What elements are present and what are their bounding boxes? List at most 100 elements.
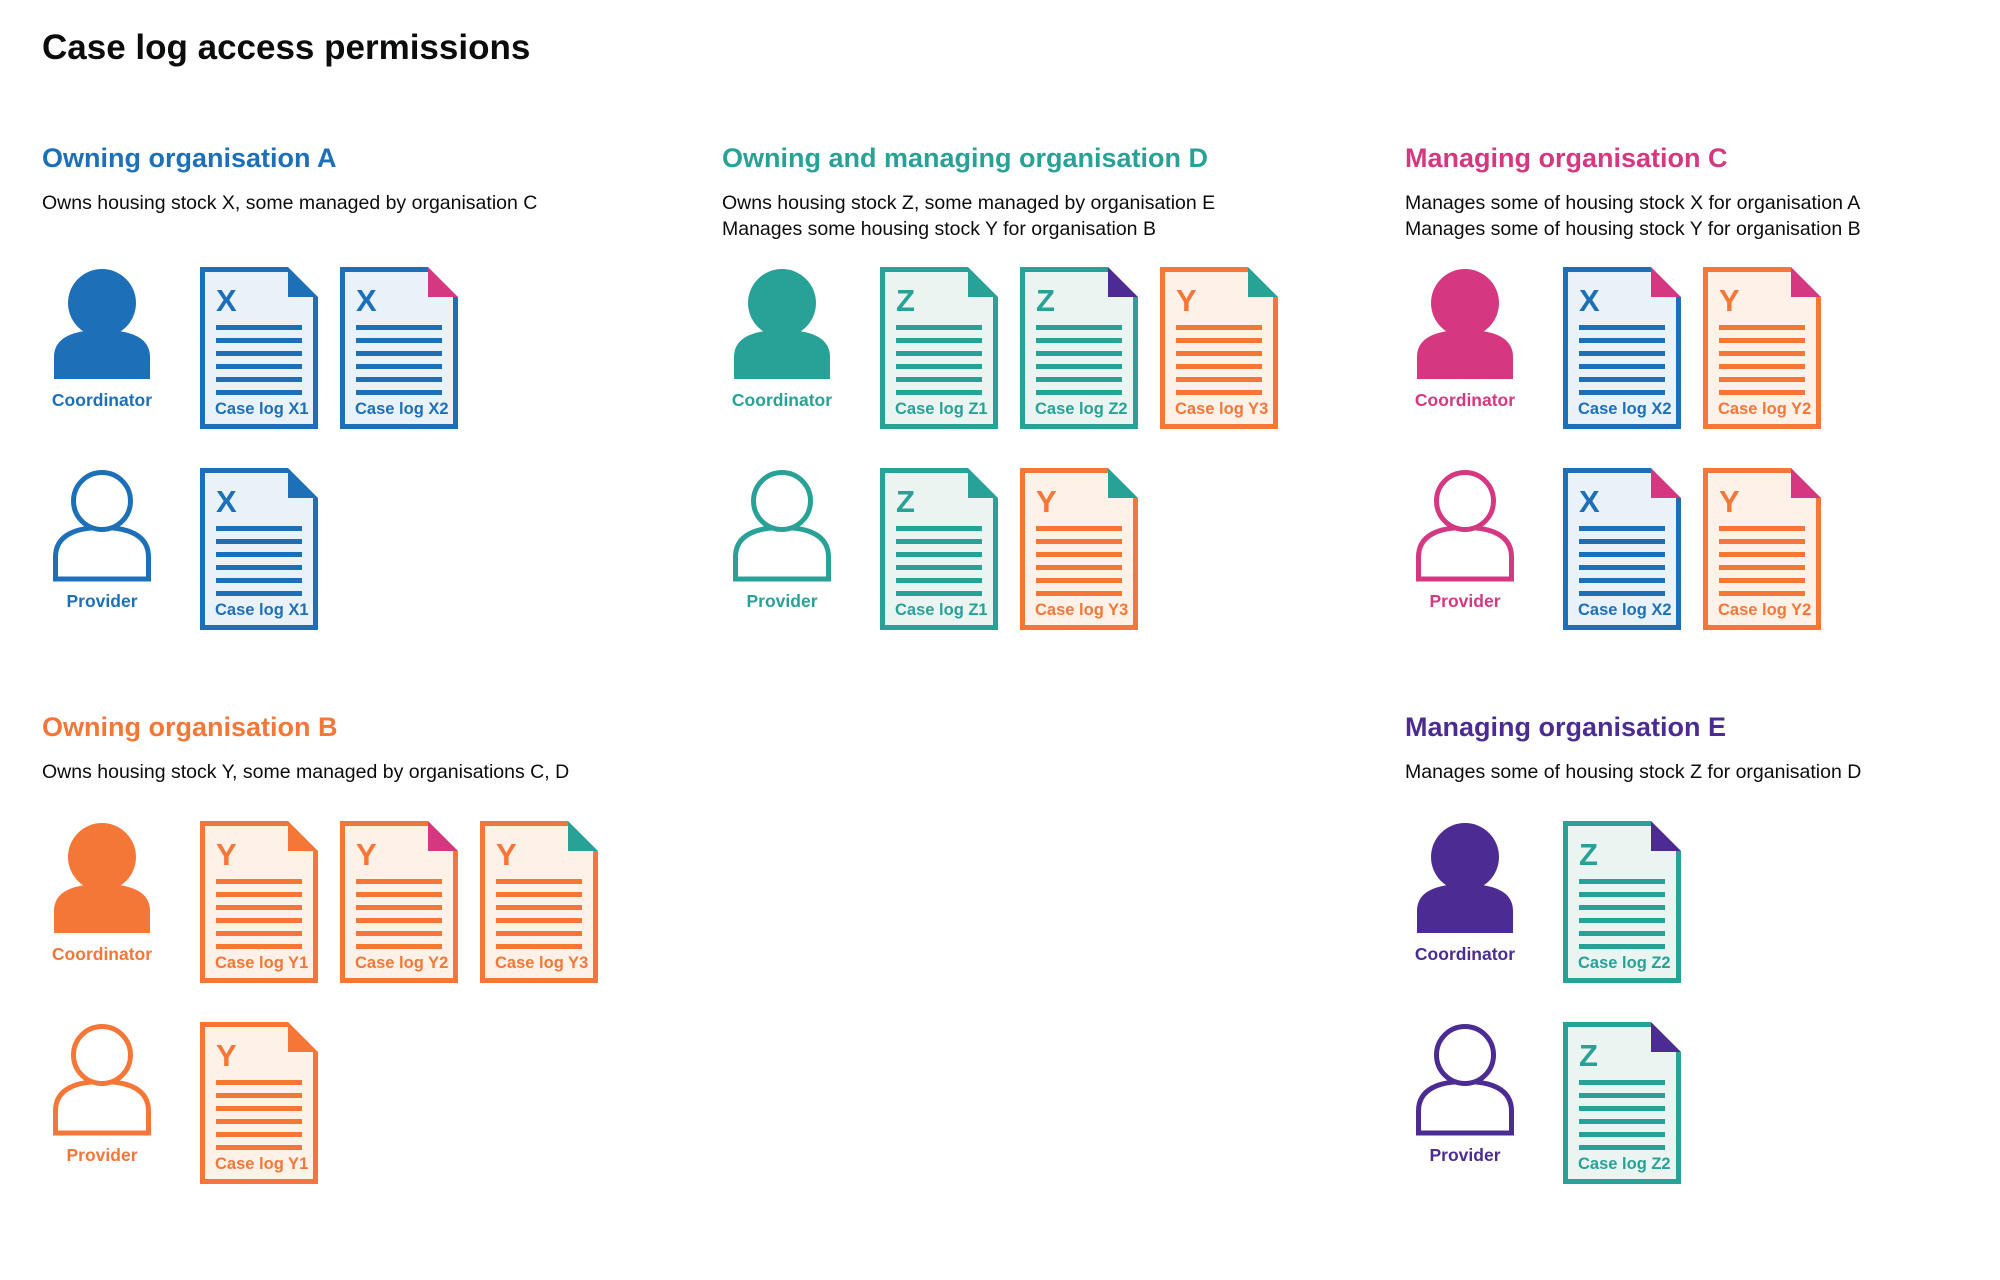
stock-letter: Y	[1036, 484, 1057, 519]
document-text-line	[216, 539, 302, 544]
coordinator-row: Coordinator X Case log X2 Y Case log Y2	[1405, 267, 1821, 429]
document-text-line	[1579, 325, 1665, 330]
role-label: Provider	[66, 1145, 138, 1165]
document-border	[200, 267, 318, 429]
case-log-document: Y Case log Y2	[1703, 468, 1821, 630]
document-text-line	[216, 351, 302, 356]
document-text-line	[1036, 390, 1122, 395]
document-text-line	[1579, 377, 1665, 382]
case-log-document-icon: Z Case log Z1	[880, 267, 998, 429]
document-text-line	[1579, 1080, 1665, 1085]
stock-letter: Y	[1719, 484, 1740, 519]
document-text-line	[216, 390, 302, 395]
doc-label: Case log X2	[1578, 400, 1672, 418]
coordinator-person-icon	[1405, 267, 1525, 381]
documents-row: Y Case log Y1	[200, 1022, 318, 1184]
person-head	[71, 1024, 133, 1086]
role-label: Provider	[1429, 1145, 1501, 1165]
case-log-document-icon: Y Case log Y3	[1020, 468, 1138, 630]
case-log-document-icon: Z Case log Z2	[1020, 267, 1138, 429]
document-text-line	[1579, 591, 1665, 596]
folded-corner	[428, 821, 458, 851]
document-text-line	[1719, 526, 1805, 531]
document-text-line	[896, 578, 982, 583]
document-text-line	[356, 905, 442, 910]
stock-letter: Z	[1579, 1038, 1598, 1073]
person-solid-icon	[734, 269, 830, 379]
document-text-line	[1579, 892, 1665, 897]
case-log-document-icon: X Case log X2	[340, 267, 458, 429]
stock-letter: Y	[1176, 283, 1197, 318]
role-label: Coordinator	[1414, 944, 1516, 964]
doc-label: Case log X1	[215, 601, 309, 619]
provider-person-icon	[722, 468, 842, 582]
folded-corner	[288, 468, 318, 498]
case-log-document-icon: X Case log X1	[200, 267, 318, 429]
person-outline-icon	[1416, 470, 1514, 582]
case-log-document-icon: Y Case log Y2	[1703, 468, 1821, 630]
doc-label: Case log Y2	[1718, 601, 1811, 619]
role-label: Provider	[746, 591, 818, 611]
documents-row: Y Case log Y1 Y Case log Y2 Y Case log Y3	[200, 821, 598, 983]
document-text-line	[1036, 552, 1122, 557]
provider-row: Provider Z Case log Z1 Y Case log Y3	[722, 468, 1278, 630]
person-solid-icon	[54, 823, 150, 933]
folded-corner	[968, 267, 998, 297]
document-text-line	[356, 338, 442, 343]
document-text-line	[216, 931, 302, 936]
person-solid-icon	[1417, 823, 1513, 933]
role-label: Provider	[1429, 591, 1501, 611]
documents-row: X Case log X2 Y Case log Y2	[1563, 468, 1821, 630]
section-title: Owning organisation A	[42, 143, 337, 173]
section-description: Owns housing stock X, some managed by or…	[42, 190, 702, 216]
folded-corner	[428, 267, 458, 297]
case-log-document-icon: Y Case log Y2	[1703, 267, 1821, 429]
case-log-document-icon: Y Case log Y3	[1160, 267, 1278, 429]
document-border	[200, 1022, 318, 1184]
document-text-line	[216, 1093, 302, 1098]
document-text-line	[1579, 879, 1665, 884]
case-log-document-icon: Y Case log Y3	[480, 821, 598, 983]
person-body	[1416, 524, 1514, 582]
document-border	[1703, 267, 1821, 429]
coordinator-row: Coordinator Z Case log Z1 Z Case log Z2 Y Case…	[722, 267, 1278, 429]
doc-label: Case log Z2	[1578, 1155, 1671, 1173]
document-text-line	[1579, 1132, 1665, 1137]
folded-corner	[1651, 267, 1681, 297]
person-head	[68, 823, 136, 891]
document-text-line	[356, 325, 442, 330]
document-text-line	[1579, 918, 1665, 923]
folded-corner	[1248, 267, 1278, 297]
document-border	[340, 821, 458, 983]
document-text-line	[1579, 565, 1665, 570]
document-text-line	[1579, 1106, 1665, 1111]
document-text-line	[1176, 351, 1262, 356]
document-border	[1563, 1022, 1681, 1184]
stock-letter: Y	[496, 837, 517, 872]
provider-row: Provider X Case log X1	[42, 468, 458, 630]
doc-label: Case log X2	[355, 400, 449, 418]
doc-label: Case log Y2	[355, 954, 448, 972]
document-border	[880, 468, 998, 630]
document-page	[200, 267, 318, 429]
document-text-line	[216, 1132, 302, 1137]
document-text-line	[216, 565, 302, 570]
case-log-document-icon: Z Case log Z2	[1563, 821, 1681, 983]
document-page	[1020, 267, 1138, 429]
document-border	[1703, 468, 1821, 630]
document-page	[200, 468, 318, 630]
document-text-line	[356, 364, 442, 369]
coordinator-person-icon	[42, 267, 162, 381]
folded-corner	[288, 821, 318, 851]
provider-row: Provider Z Case log Z2	[1405, 1022, 1681, 1184]
stock-letter: Y	[356, 837, 377, 872]
stock-letter: X	[216, 484, 237, 519]
stock-letter: Z	[1579, 837, 1598, 872]
coordinator-person-icon	[1405, 821, 1525, 935]
document-text-line	[896, 539, 982, 544]
person-head	[1431, 269, 1499, 337]
documents-row: X Case log X2 Y Case log Y2	[1563, 267, 1821, 429]
document-page	[1563, 267, 1681, 429]
role-label: Coordinator	[51, 944, 153, 964]
document-text-line	[1579, 526, 1665, 531]
